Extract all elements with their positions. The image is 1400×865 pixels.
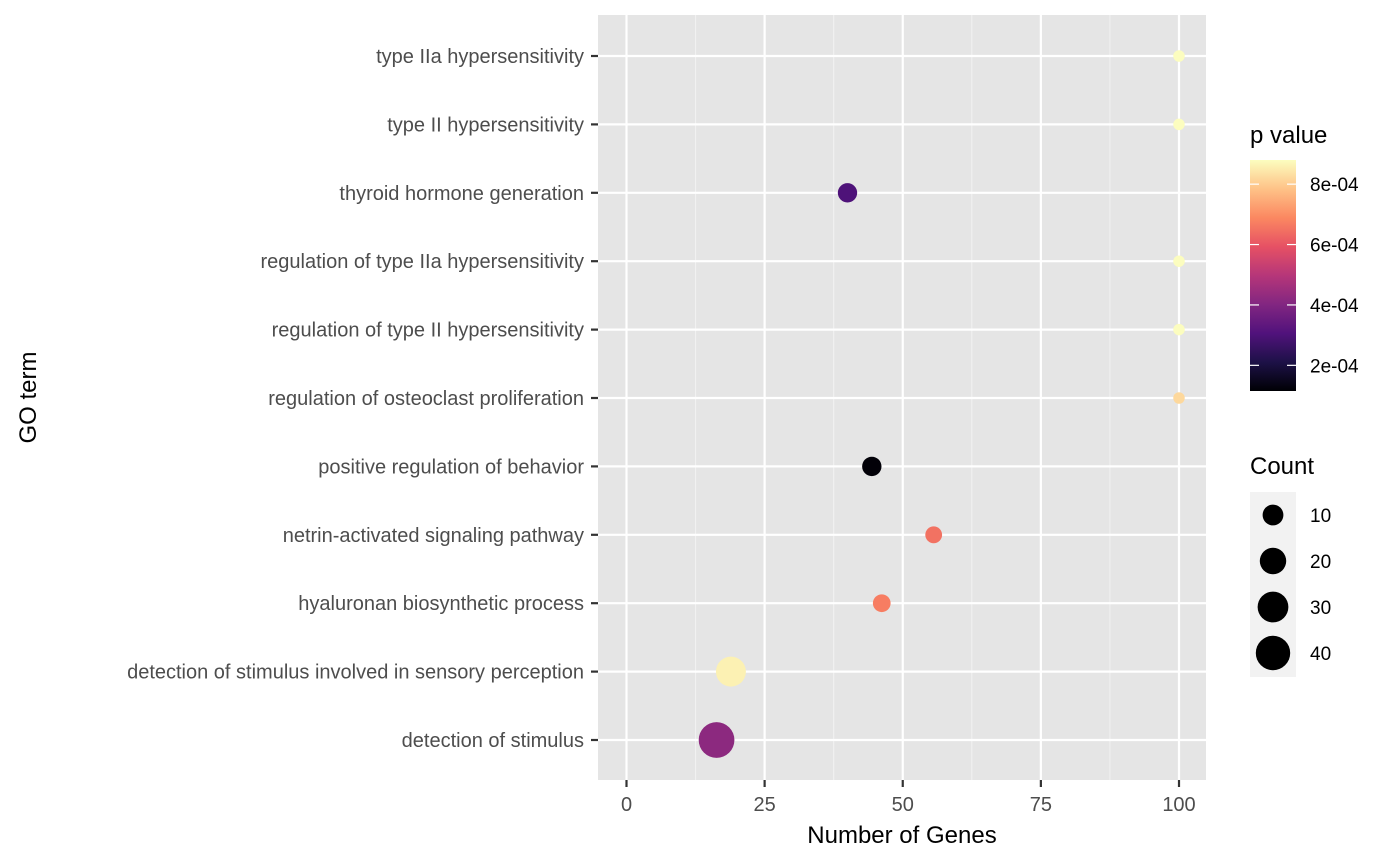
y-tick-label: hyaluronan biosynthetic process <box>298 593 584 615</box>
color-legend-title: p value <box>1250 122 1327 149</box>
x-tick-label: 25 <box>754 794 776 816</box>
y-tick-label: regulation of type IIa hypersensitivity <box>260 251 584 273</box>
y-tick-label: type IIa hypersensitivity <box>376 46 584 68</box>
size-legend-label: 20 <box>1310 552 1331 573</box>
color-legend-label: 2e-04 <box>1310 356 1359 377</box>
size-legend-label: 40 <box>1310 644 1331 665</box>
size-legend-title: Count <box>1250 453 1314 480</box>
data-point <box>925 526 943 544</box>
data-point <box>872 594 891 613</box>
data-point <box>715 656 746 687</box>
color-bar <box>1250 160 1296 391</box>
x-tick-label: 0 <box>621 794 632 816</box>
color-legend-label: 4e-04 <box>1310 296 1359 317</box>
size-legend-key <box>1255 635 1291 671</box>
y-tick-label: netrin-activated signaling pathway <box>283 525 584 547</box>
data-point <box>1173 255 1185 267</box>
data-point <box>837 183 858 203</box>
data-point <box>1173 392 1185 404</box>
y-tick-label: detection of stimulus <box>402 730 584 752</box>
x-tick-label: 100 <box>1162 794 1195 816</box>
x-tick-label: 75 <box>1030 794 1052 816</box>
data-point <box>1173 118 1185 131</box>
size-legend-label: 10 <box>1310 506 1331 527</box>
y-tick-label: type II hypersensitivity <box>387 114 584 136</box>
data-point <box>1173 323 1185 336</box>
size-legend-key <box>1257 591 1289 623</box>
data-point <box>862 456 882 477</box>
y-tick-label: thyroid hormone generation <box>339 183 584 205</box>
size-legend-label: 30 <box>1310 598 1331 619</box>
x-tick-label: 50 <box>892 794 914 816</box>
color-legend-label: 8e-04 <box>1310 175 1359 196</box>
data-point <box>1173 50 1185 62</box>
y-tick-label: positive regulation of behavior <box>318 456 584 478</box>
size-legend-key <box>1262 504 1284 526</box>
x-axis-title: Number of Genes <box>807 822 996 849</box>
y-tick-label: regulation of osteoclast proliferation <box>268 388 584 410</box>
y-tick-label: regulation of type II hypersensitivity <box>272 320 584 342</box>
y-axis-title: GO term <box>15 351 42 443</box>
color-legend-label: 6e-04 <box>1310 236 1359 257</box>
size-legend-key <box>1259 547 1287 575</box>
y-tick-label: detection of stimulus involved in sensor… <box>127 662 584 684</box>
data-point <box>698 722 735 758</box>
